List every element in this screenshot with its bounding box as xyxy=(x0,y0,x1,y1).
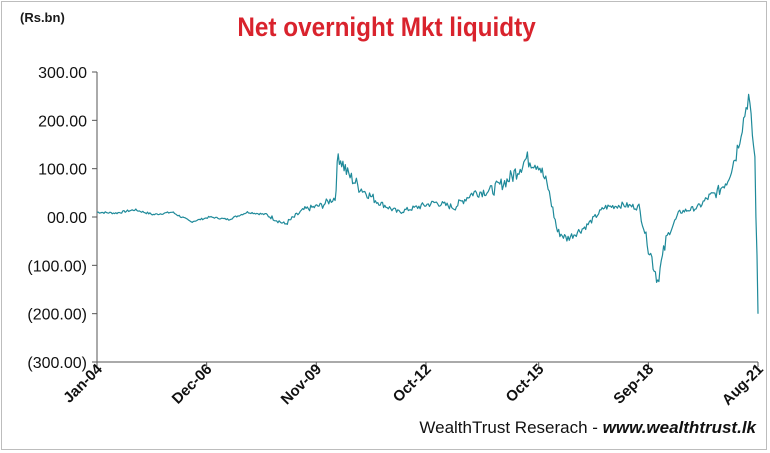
y-tick-label: 200.00 xyxy=(38,113,87,130)
x-tick-label: Aug-21 xyxy=(719,361,767,409)
y-tick-label: 100.00 xyxy=(38,162,87,179)
footer-url: www.wealthtrust.lk xyxy=(602,418,756,437)
y-tick-label: 300.00 xyxy=(38,65,87,82)
chart-title: Net overnight Mkt liquidty xyxy=(237,12,536,42)
x-tick-label: Oct-15 xyxy=(503,361,548,406)
y-axis: 300.00 200.00 100.00 00.00 (100.00) (200.00) (… xyxy=(27,65,98,372)
x-tick-label: Nov-09 xyxy=(278,361,325,408)
y-tick-label: 00.00 xyxy=(47,210,87,227)
y-tick-label: (200.00) xyxy=(27,307,87,324)
y-tick-label: (100.00) xyxy=(27,258,87,275)
unit-label: (Rs.bn) xyxy=(20,10,65,25)
y-tick-label: (300.00) xyxy=(27,355,87,372)
footer-source: WealthTrust Reserach - xyxy=(419,418,603,437)
x-tick-label: Dec-06 xyxy=(169,361,216,408)
footer-credit: WealthTrust Reserach - www.wealthtrust.l… xyxy=(419,418,756,438)
x-tick-label: Oct-12 xyxy=(390,361,435,406)
series-line xyxy=(96,93,759,314)
series xyxy=(96,93,759,314)
x-axis: Jan-04 Dec-06 Nov-09 Oct-12 Oct-15 Sep-18 Aug-… xyxy=(60,360,767,408)
x-tick-label: Sep-18 xyxy=(610,361,657,408)
